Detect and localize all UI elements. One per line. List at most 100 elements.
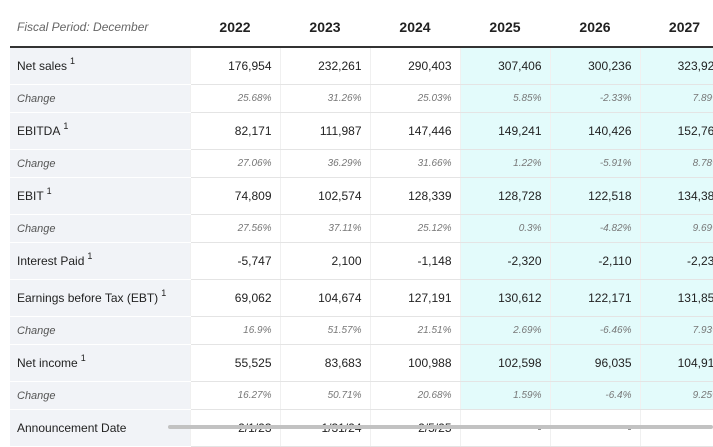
year-header-2025: 2025: [460, 8, 550, 48]
row-label: Change: [10, 381, 190, 410]
row-label-text: Change: [17, 324, 56, 337]
financial-summary-table: Fiscal Period: December 2022 2023 2024 2…: [10, 8, 713, 447]
row-label-text: Change: [17, 92, 56, 105]
cell-value: 149,241: [459, 112, 550, 150]
fiscal-period-label: Fiscal Period: December: [10, 8, 190, 48]
year-header-2026: 2026: [550, 8, 640, 48]
cell-value: 25.12%: [369, 214, 460, 243]
cell-value: 102,598: [459, 344, 550, 382]
row-label: EBIT 1: [10, 177, 190, 215]
table-row: Change 16.9%51.57%21.51%2.69%-6.46%7.93%: [10, 316, 713, 345]
table-row: Change 27.56%37.11%25.12%0.3%-4.82%9.69%: [10, 214, 713, 243]
cell-value: 82,171: [189, 112, 280, 150]
cell-value: 55,525: [189, 344, 280, 382]
cell-value: 134,386: [639, 177, 713, 215]
row-label: Change: [10, 84, 190, 113]
header-row: Fiscal Period: December 2022 2023 2024 2…: [10, 8, 713, 48]
footnote-marker: 1: [87, 251, 93, 261]
cell-value: 100,988: [369, 344, 460, 382]
year-header-2022: 2022: [190, 8, 280, 48]
cell-value: 36.29%: [279, 149, 370, 178]
row-label-text: Announcement Date: [17, 421, 127, 435]
table-row: EBIT 1 74,809 102,574 128,339 128,728 122,518 1…: [10, 177, 713, 215]
year-header-2027: 2027: [640, 8, 713, 48]
footnote-marker: 1: [161, 288, 167, 298]
cell-value: 9.25%: [639, 381, 713, 410]
cell-value: 128,728: [459, 177, 550, 215]
row-label: Earnings before Tax (EBT) 1: [10, 279, 190, 317]
cell-value: 37.11%: [279, 214, 370, 243]
cell-value: -5.91%: [549, 149, 640, 178]
cell-value: 83,683: [279, 344, 370, 382]
financial-table-container: Fiscal Period: December 2022 2023 2024 2…: [10, 8, 713, 447]
cell-value: 2,100: [279, 242, 370, 280]
table-row: EBITDA 1 82,171 111,987 147,446 149,241 140,42…: [10, 112, 713, 150]
row-label-text: Net sales: [17, 59, 68, 73]
row-label-text: Change: [17, 157, 56, 170]
table-row: Interest Paid 1 -5,747 2,100 -1,148 -2,320 -2,…: [10, 242, 713, 280]
cell-value: 8.78%: [639, 149, 713, 178]
cell-value: 290,403: [369, 47, 460, 85]
horizontal-scrollbar[interactable]: [168, 425, 713, 429]
row-label-text: Net income: [17, 356, 78, 370]
row-label: Net income 1: [10, 344, 190, 382]
table-row: Change 25.68%31.26%25.03%5.85%-2.33%7.89%: [10, 84, 713, 113]
cell-value: 232,261: [279, 47, 370, 85]
cell-value: -1,148: [369, 242, 460, 280]
cell-value: 51.57%: [279, 316, 370, 345]
cell-value: 16.9%: [189, 316, 280, 345]
cell-value: 122,518: [549, 177, 640, 215]
cell-value: 69,062: [189, 279, 280, 317]
cell-value: 31.66%: [369, 149, 460, 178]
row-label-text: EBITDA: [17, 124, 61, 138]
row-label: Change: [10, 316, 190, 345]
cell-value: 131,853: [639, 279, 713, 317]
cell-value: 7.93%: [639, 316, 713, 345]
row-label: Change: [10, 214, 190, 243]
footnote-marker: 1: [80, 353, 86, 363]
row-label: Change: [10, 149, 190, 178]
cell-value: 104,917: [639, 344, 713, 382]
year-header-2023: 2023: [280, 8, 370, 48]
cell-value: 20.68%: [369, 381, 460, 410]
cell-value: 104,674: [279, 279, 370, 317]
cell-value: 25.68%: [189, 84, 280, 113]
cell-value: -4.82%: [549, 214, 640, 243]
row-label: Net sales 1: [10, 47, 190, 85]
cell-value: 16.27%: [189, 381, 280, 410]
cell-value: 152,760: [639, 112, 713, 150]
cell-value: 50.71%: [279, 381, 370, 410]
cell-value: 21.51%: [369, 316, 460, 345]
cell-value: 2.69%: [459, 316, 550, 345]
cell-value: 127,191: [369, 279, 460, 317]
row-label-text: Change: [17, 222, 56, 235]
table-row: Change 27.06%36.29%31.66%1.22%-5.91%8.78%: [10, 149, 713, 178]
row-label: Interest Paid 1: [10, 242, 190, 280]
row-label-text: Interest Paid: [17, 254, 85, 268]
table-row: Net sales 1 176,954 232,261 290,403 307,406 30…: [10, 47, 713, 85]
cell-value: 122,171: [549, 279, 640, 317]
row-label: Announcement Date: [10, 409, 190, 447]
cell-value: 140,426: [549, 112, 640, 150]
cell-value: -2,320: [459, 242, 550, 280]
cell-value: -2,110: [549, 242, 640, 280]
cell-value: 111,987: [279, 112, 370, 150]
table-row: Earnings before Tax (EBT) 1 69,062 104,674 1…: [10, 279, 713, 317]
cell-value: -2,236: [639, 242, 713, 280]
cell-value: -6.4%: [549, 381, 640, 410]
cell-value: -5,747: [189, 242, 280, 280]
cell-value: 25.03%: [369, 84, 460, 113]
cell-value: 9.69%: [639, 214, 713, 243]
cell-value: 0.3%: [459, 214, 550, 243]
cell-value: 130,612: [459, 279, 550, 317]
cell-value: 27.06%: [189, 149, 280, 178]
year-header-2024: 2024: [370, 8, 460, 48]
footnote-marker: 1: [70, 56, 76, 66]
cell-value: 128,339: [369, 177, 460, 215]
cell-value: 31.26%: [279, 84, 370, 113]
footnote-marker: 1: [63, 121, 69, 131]
cell-value: 1.22%: [459, 149, 550, 178]
table-row: Change 16.27%50.71%20.68%1.59%-6.4%9.25%: [10, 381, 713, 410]
cell-value: 300,236: [549, 47, 640, 85]
cell-value: 323,929: [639, 47, 713, 85]
